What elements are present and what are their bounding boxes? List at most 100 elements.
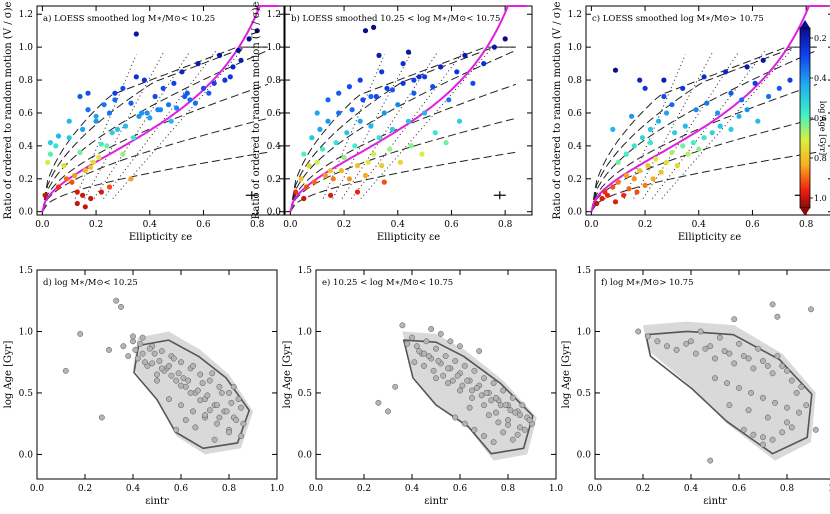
y-axis-label: log Age [Gyr]	[282, 341, 293, 409]
data-point	[519, 402, 526, 409]
data-point	[166, 396, 172, 403]
data-point	[697, 328, 704, 335]
data-point	[661, 77, 667, 83]
data-point	[736, 340, 742, 347]
data-point	[381, 110, 387, 116]
data-point	[404, 340, 411, 347]
data-point	[442, 353, 449, 360]
data-point	[471, 426, 478, 433]
data-point	[192, 424, 199, 431]
data-point	[779, 429, 786, 436]
data-point	[493, 394, 499, 401]
data-point	[151, 350, 158, 357]
y-tick-label: 0.4	[19, 142, 34, 152]
data-point	[623, 151, 629, 157]
data-point	[517, 412, 523, 419]
data-point	[254, 28, 260, 34]
data-point	[139, 350, 146, 357]
data-point	[216, 414, 223, 421]
y-tick-label: 1.5	[19, 266, 34, 276]
data-point	[425, 353, 432, 360]
data-point	[341, 154, 347, 160]
data-point	[784, 367, 790, 374]
plot-frame	[36, 5, 285, 216]
data-point	[77, 149, 83, 156]
data-point	[336, 110, 342, 116]
data-point	[481, 402, 487, 409]
data-point	[395, 102, 401, 108]
x-tick-label: 0.8	[780, 484, 795, 494]
y-tick-label: 1.0	[298, 327, 313, 337]
data-point	[314, 159, 320, 165]
x-tick-label: 0.2	[89, 220, 103, 230]
data-point	[104, 143, 110, 149]
data-point	[723, 69, 729, 75]
y-tick-label: 0.8	[19, 76, 34, 86]
data-point	[440, 372, 447, 379]
colorbar-label: log Age [Gyr]	[818, 101, 827, 155]
data-point	[204, 392, 211, 399]
data-point	[637, 168, 643, 174]
data-point	[457, 387, 463, 394]
data-point	[174, 105, 180, 111]
data-point	[42, 192, 48, 198]
data-point	[469, 394, 475, 401]
colorbar-tick-label: 0.2	[814, 34, 827, 43]
data-point	[195, 61, 201, 67]
data-point	[69, 179, 75, 185]
data-point	[238, 404, 244, 411]
data-point	[45, 159, 51, 165]
data-point	[408, 143, 414, 149]
data-point	[328, 168, 334, 174]
data-point	[493, 409, 499, 416]
data-point	[459, 382, 466, 389]
data-point	[512, 409, 519, 416]
data-point	[461, 420, 468, 427]
data-point	[447, 338, 454, 345]
data-point	[505, 421, 511, 428]
data-point	[379, 163, 385, 169]
data-point	[98, 141, 104, 147]
data-point	[376, 135, 382, 141]
data-point	[385, 408, 391, 415]
data-point	[454, 69, 460, 75]
x-tick-label: 1.0	[828, 484, 830, 494]
iso-line	[341, 50, 439, 199]
data-point	[612, 67, 619, 73]
data-point	[144, 110, 150, 116]
data-point	[693, 107, 699, 113]
y-tick-label: 1.2	[568, 10, 582, 20]
data-point	[647, 126, 654, 132]
data-point	[211, 80, 217, 86]
data-point	[206, 407, 213, 414]
data-point	[744, 107, 750, 113]
data-point	[748, 389, 754, 396]
data-point	[156, 358, 163, 364]
data-point	[72, 172, 78, 179]
data-point	[760, 57, 766, 63]
data-point	[344, 130, 350, 136]
data-point	[246, 36, 252, 42]
y-tick-label: 0.6	[568, 109, 583, 119]
y-tick-label: 1.2	[267, 10, 281, 20]
data-point	[411, 90, 417, 96]
data-point	[85, 90, 91, 96]
data-point	[612, 199, 619, 205]
data-point	[238, 433, 244, 439]
data-point	[397, 159, 403, 165]
data-point	[311, 179, 318, 185]
data-point	[141, 77, 147, 83]
iso-line	[103, 49, 218, 199]
data-point	[400, 80, 406, 86]
data-point	[663, 110, 670, 116]
data-point	[389, 126, 395, 132]
data-point	[217, 52, 223, 59]
data-point	[93, 118, 99, 124]
data-point	[642, 182, 648, 188]
data-point	[192, 100, 198, 106]
data-point	[430, 367, 437, 374]
data-point	[93, 113, 99, 119]
x-tick-label: 0.6	[444, 220, 459, 230]
data-point	[301, 195, 307, 202]
